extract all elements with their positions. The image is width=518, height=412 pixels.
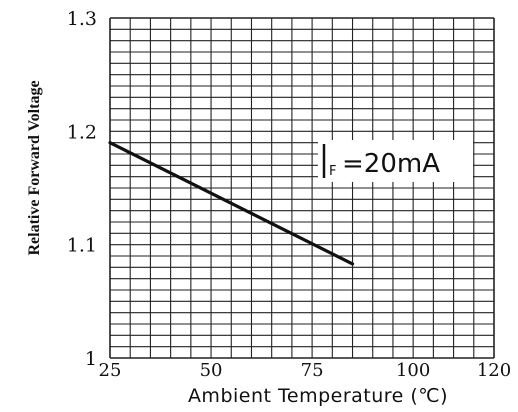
x-tick-label: 120 — [477, 360, 511, 381]
annotation-background — [318, 140, 473, 182]
x-tick-label: 25 — [99, 360, 122, 381]
x-tick-label: 75 — [301, 360, 324, 381]
y-tick-label: 1.3 — [67, 8, 97, 30]
series-layer — [108, 141, 355, 266]
x-tick-label: 100 — [396, 360, 430, 381]
y-tick-label: 1 — [85, 348, 97, 370]
y-axis-label: Relative Forward Voltage — [26, 80, 43, 255]
grid — [109, 17, 495, 359]
series-line — [108, 141, 355, 266]
x-axis-label: Ambient Temperature (℃) — [188, 385, 448, 407]
annotation-text: =20mA — [342, 149, 440, 179]
x-tick-label: 50 — [200, 360, 223, 381]
annotation-if: F =20mA — [318, 140, 473, 182]
y-tick-label: 1.1 — [67, 235, 97, 257]
annotation-subscript: F — [329, 164, 336, 179]
tick-labels: 1 1.1 1.2 1.3 25 50 75 100 120 — [67, 8, 511, 381]
y-tick-label: 1.2 — [67, 121, 97, 143]
